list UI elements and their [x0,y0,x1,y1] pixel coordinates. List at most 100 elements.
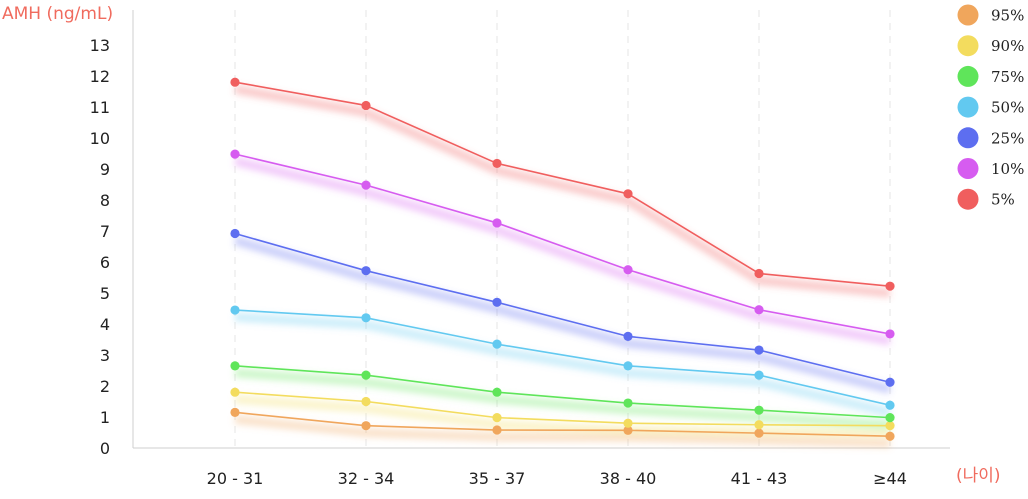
series-shadow [234,394,891,438]
y-tick-label: 12 [90,67,110,86]
legend-marker [957,127,979,149]
data-point [230,149,240,159]
y-tick-label: 4 [100,315,110,334]
legend-label: 50% [991,99,1024,117]
legend-marker [957,4,979,26]
legend-label: 95% [991,7,1024,25]
data-point [754,370,764,380]
y-tick-label: 9 [100,160,110,179]
y-tick-label: 11 [90,98,110,117]
data-point [361,421,371,431]
data-point [492,158,502,169]
data-point [754,305,764,315]
series-3 [230,305,895,410]
series-shadow [233,156,891,346]
series-shadow [234,414,891,448]
data-point [230,305,240,315]
data-point [885,421,895,431]
series-6 [230,77,895,291]
data-point [230,361,240,371]
series-line [234,391,891,427]
data-point [361,396,371,407]
data-point [623,265,633,275]
y-axis-label: AMH (ng/mL) [2,4,113,24]
data-point [754,268,764,279]
series-line [234,81,891,287]
series-5 [230,149,895,339]
y-tick-label: 3 [100,346,110,365]
series-4 [230,228,895,387]
data-point [885,400,895,410]
y-tick-label: 13 [90,36,110,55]
y-tick-label: 10 [90,129,110,148]
data-point [361,180,371,190]
data-point [623,331,633,341]
data-point [361,370,371,380]
x-tick-labels: 20 - 31 32 - 34 35 - 37 38 - 40 41 - 43 ≥44 [207,469,907,488]
data-point [885,413,895,423]
y-tick-label: 8 [100,191,110,210]
legend-marker [957,65,979,87]
data-point [230,407,240,417]
series-line [234,153,891,335]
data-point [754,345,764,355]
series-shadow [234,312,892,417]
legend-marker [957,35,979,57]
x-tick-label: 35 - 37 [469,469,526,488]
data-point [492,297,502,307]
series-line [234,411,891,438]
y-tick-label: 0 [100,439,110,458]
x-tick-label: 32 - 34 [338,469,395,488]
data-point [623,398,633,408]
legend-label: 90% [991,37,1024,55]
legend-marker [957,96,979,118]
data-point [492,218,502,228]
legend-label: 25% [991,129,1024,147]
data-point [885,431,895,441]
x-axis-label: (나이) [956,466,1001,486]
legend-label: 5% [991,191,1015,209]
series-line [234,232,891,384]
x-tick-label: ≥44 [873,469,907,488]
legend-marker [957,158,979,179]
data-point [885,377,895,387]
data-point [754,405,764,415]
data-point [754,420,764,430]
x-tick-label: 20 - 31 [207,469,264,488]
y-tick-label: 5 [100,284,110,303]
series-shadow [234,368,891,430]
data-point [885,281,895,291]
data-point [492,339,502,349]
data-point [623,418,633,428]
data-point [230,228,240,239]
y-tick-label: 2 [100,377,110,396]
data-point [754,428,764,438]
y-tick-label: 6 [100,253,110,272]
data-point [230,387,240,397]
series-1 [230,387,895,431]
series-2 [230,361,895,423]
data-point [361,313,371,323]
series-0 [230,407,895,441]
series-shadow [233,236,892,394]
legend: 95% 90% 75% 50% 25% 10% 5% [957,4,1024,210]
data-point [230,77,240,87]
data-point [492,413,502,423]
x-tick-label: 38 - 40 [600,469,657,488]
series-shadow [234,84,891,298]
axes [132,10,950,449]
data-point [623,189,633,199]
y-tick-label: 7 [100,222,110,241]
series [230,77,895,441]
series-line [234,309,891,406]
legend-marker [957,188,979,210]
legend-label: 10% [991,160,1024,178]
data-point [361,100,371,111]
data-point [361,266,371,276]
data-point [492,387,502,397]
legend-label: 75% [991,68,1024,86]
data-point [492,425,502,435]
